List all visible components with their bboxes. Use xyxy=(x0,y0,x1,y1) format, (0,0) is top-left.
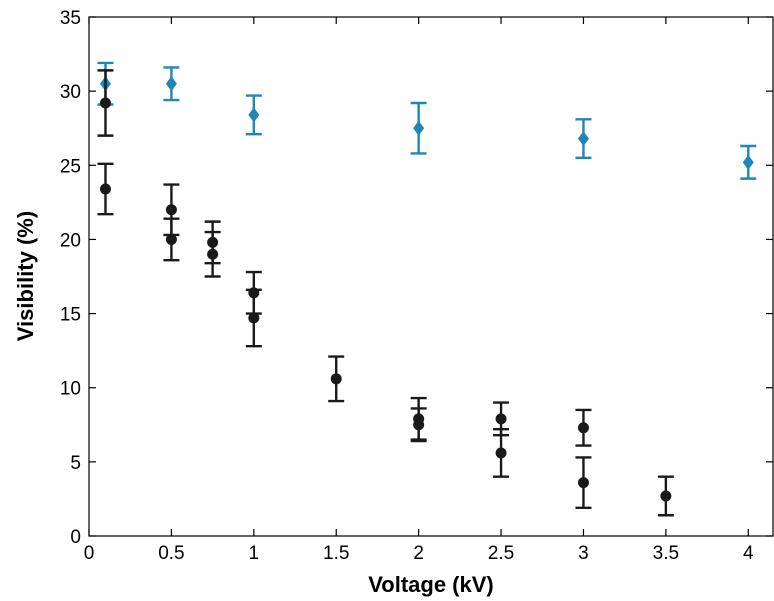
data-point xyxy=(165,233,177,245)
y-tick-label: 5 xyxy=(70,453,81,474)
x-tick-label: 2 xyxy=(413,543,424,564)
data-point xyxy=(495,413,507,425)
y-tick-label: 25 xyxy=(60,156,81,177)
data-point xyxy=(99,97,111,109)
data-point xyxy=(577,422,589,434)
plot-frame xyxy=(88,16,774,537)
y-axis-label: Visibility (%) xyxy=(13,211,38,341)
x-axis-label: Voltage (kV) xyxy=(368,572,494,597)
x-tick-label: 1.5 xyxy=(323,543,349,564)
data-point xyxy=(330,373,342,385)
data-point xyxy=(413,419,425,431)
x-tick-label: 2.5 xyxy=(488,543,514,564)
y-tick-label: 20 xyxy=(60,230,81,251)
x-tick-label: 3.5 xyxy=(653,543,679,564)
y-tick-label: 15 xyxy=(60,305,81,326)
plot-area xyxy=(89,17,773,536)
data-point xyxy=(413,120,425,136)
data-point xyxy=(660,490,672,502)
data-point xyxy=(742,154,754,170)
y-tick-label: 0 xyxy=(70,527,81,548)
x-tick-label: 3 xyxy=(578,543,589,564)
data-marks xyxy=(97,61,757,517)
y-tick-label: 35 xyxy=(60,8,81,29)
y-axis-ticks: 0 5 10 15 20 25 30 35 xyxy=(60,8,773,548)
data-point xyxy=(207,248,219,260)
data-point xyxy=(577,477,589,489)
data-point xyxy=(165,76,177,92)
data-point xyxy=(165,204,177,216)
data-point xyxy=(248,312,260,324)
x-tick-label: 0.5 xyxy=(158,543,184,564)
data-point xyxy=(577,131,589,147)
x-tick-label: 0 xyxy=(84,543,95,564)
x-tick-label: 4 xyxy=(743,543,754,564)
y-tick-label: 30 xyxy=(60,82,81,103)
y-tick-label: 10 xyxy=(60,379,81,400)
x-axis-ticks: 0 0.5 1 1.5 2 2.5 3 3.5 4 xyxy=(84,17,754,564)
x-tick-label: 1 xyxy=(249,543,260,564)
series-1 xyxy=(97,69,674,517)
data-point xyxy=(248,107,260,123)
data-point xyxy=(495,447,507,459)
data-point xyxy=(99,183,111,195)
